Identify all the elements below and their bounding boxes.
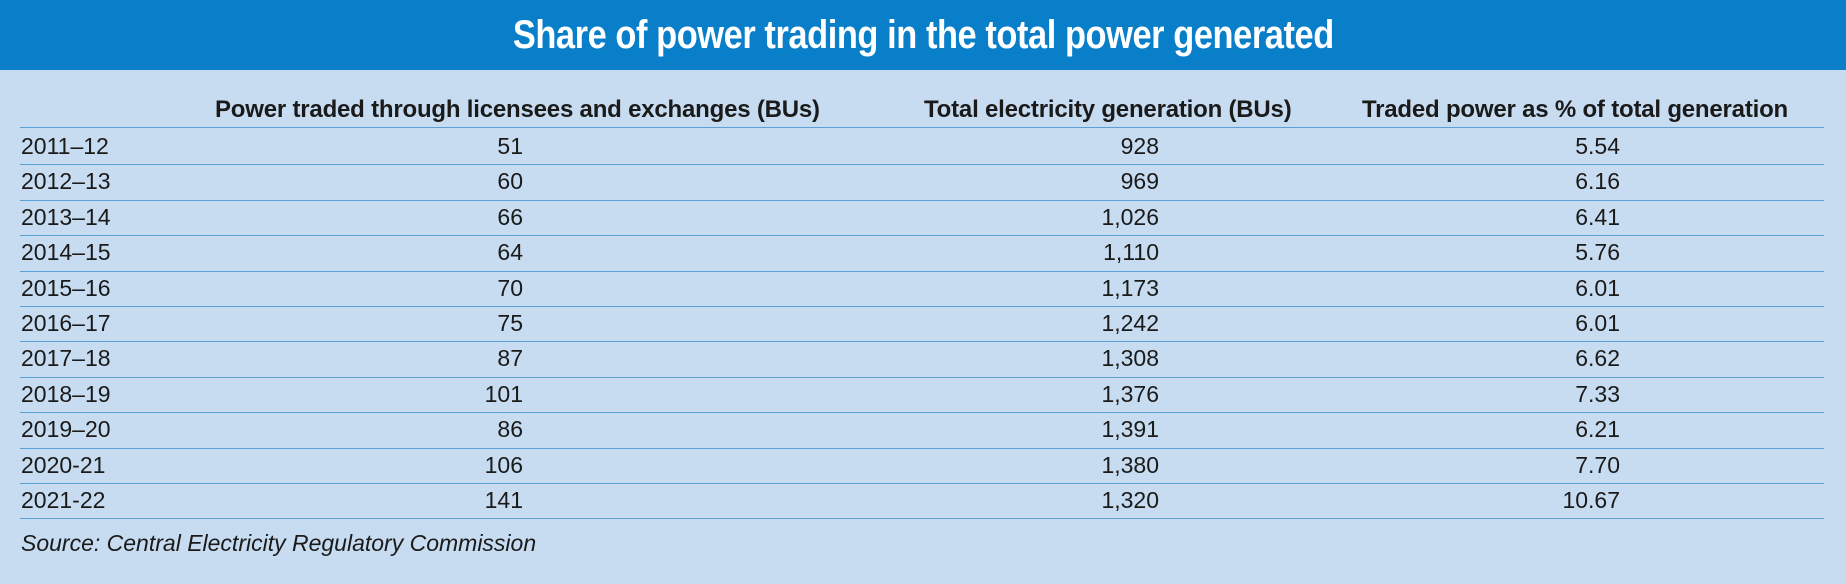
row-generation-value: 1,026 — [1101, 203, 1159, 230]
row-percent-value: 10.67 — [1562, 487, 1620, 513]
row-percent-value: 5.76 — [1575, 239, 1620, 266]
column-header-generation: Total electricity generation (BUs) — [924, 96, 1292, 123]
row-year: 2015–16 — [21, 274, 111, 301]
row-percent-value: 7.33 — [1575, 380, 1620, 407]
row-generation-value: 1,308 — [1101, 345, 1159, 372]
row-traded-value: 101 — [484, 380, 523, 407]
row-traded-value: 66 — [497, 203, 523, 230]
row-generation-value: 1,380 — [1101, 451, 1159, 478]
row-generation-value: 1,320 — [1101, 487, 1159, 513]
row-traded-value: 64 — [497, 239, 523, 266]
row-traded-value: 141 — [484, 487, 523, 513]
title-banner: Share of power trading in the total powe… — [0, 0, 1846, 70]
row-traded-value: 60 — [497, 168, 523, 195]
source-note: Source: Central Electricity Regulatory C… — [21, 530, 537, 556]
chart-title: Share of power trading in the total powe… — [512, 12, 1334, 57]
row-generation-value: 1,391 — [1101, 416, 1159, 443]
row-percent-value: 6.01 — [1575, 274, 1620, 301]
row-traded-value: 75 — [497, 310, 523, 336]
row-year: 2014–15 — [21, 239, 111, 266]
row-divider — [20, 306, 1824, 307]
row-divider — [20, 164, 1824, 166]
row-percent-value: 6.21 — [1575, 416, 1620, 443]
row-year: 2013–14 — [21, 203, 111, 230]
row-generation-value: 1,110 — [1103, 239, 1159, 266]
row-generation-value: 1,376 — [1101, 380, 1159, 407]
row-percent-value: 6.41 — [1575, 203, 1620, 230]
header-divider — [20, 127, 1824, 128]
row-year: 2016–17 — [21, 310, 111, 336]
row-divider — [20, 199, 1824, 201]
row-percent-value: 6.16 — [1575, 168, 1620, 195]
row-year: 2012–13 — [21, 168, 111, 195]
row-generation-value: 1,173 — [1101, 274, 1159, 301]
row-divider — [20, 376, 1824, 378]
row-divider — [20, 518, 1824, 520]
row-divider — [20, 341, 1824, 343]
row-percent-value: 6.01 — [1575, 310, 1620, 336]
row-year: 2020-21 — [21, 451, 106, 478]
row-year: 2018–19 — [21, 380, 111, 407]
row-percent-value: 5.54 — [1575, 133, 1620, 159]
column-header-traded: Power traded through licensees and excha… — [215, 96, 820, 123]
row-divider — [20, 270, 1824, 272]
row-traded-value: 51 — [497, 133, 523, 159]
row-traded-value: 106 — [484, 451, 523, 478]
row-divider — [20, 447, 1824, 449]
row-divider — [20, 483, 1824, 484]
row-percent-value: 7.70 — [1575, 451, 1620, 478]
row-generation-value: 928 — [1120, 133, 1159, 159]
row-year: 2011–12 — [21, 133, 109, 159]
row-year: 2017–18 — [21, 345, 111, 372]
row-generation-value: 1,242 — [1101, 310, 1159, 336]
column-header-percent: Traded power as % of total generation — [1362, 96, 1789, 123]
row-year: 2019–20 — [21, 416, 111, 443]
row-divider — [20, 412, 1824, 414]
row-generation-value: 969 — [1120, 168, 1159, 195]
row-traded-value: 70 — [497, 274, 523, 301]
row-traded-value: 86 — [497, 416, 523, 443]
row-percent-value: 6.62 — [1575, 345, 1620, 372]
row-divider — [20, 235, 1824, 237]
row-traded-value: 87 — [497, 345, 523, 372]
row-year: 2021-22 — [21, 487, 106, 513]
